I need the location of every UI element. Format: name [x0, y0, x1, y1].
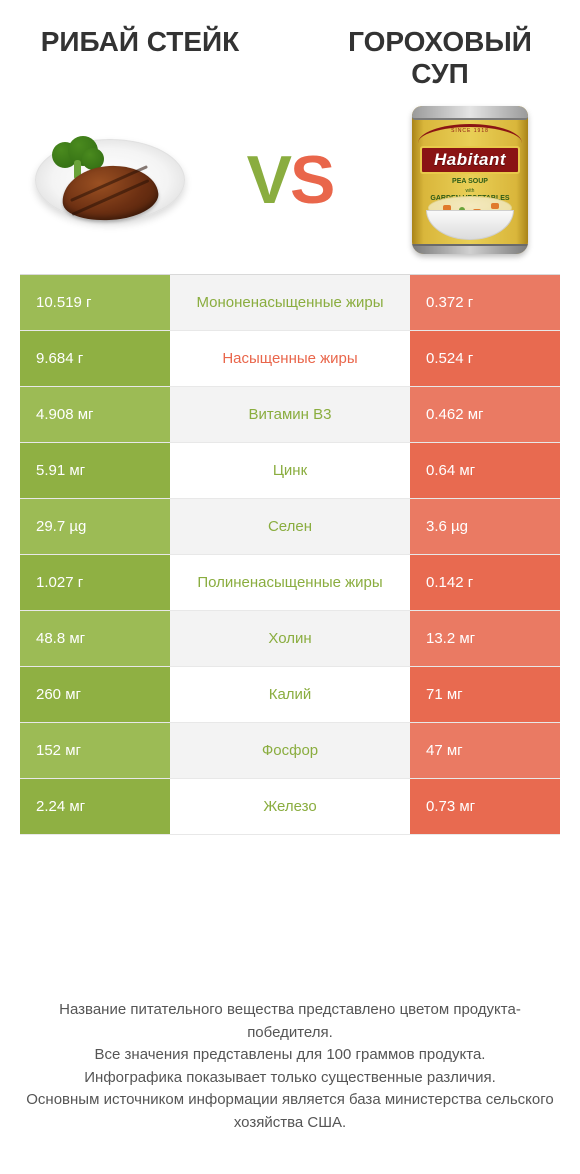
nutrient-label: Полиненасыщенные жиры: [170, 555, 410, 610]
right-value: 0.524 г: [410, 331, 560, 386]
left-value: 1.027 г: [20, 555, 170, 610]
table-row: 1.027 гПолиненасыщенные жиры0.142 г: [20, 555, 560, 611]
table-row: 152 мгФосфор47 мг: [20, 723, 560, 779]
left-value: 4.908 мг: [20, 387, 170, 442]
table-row: 29.7 µgСелен3.6 µg: [20, 499, 560, 555]
footer-notes: Название питательного вещества представл…: [0, 999, 580, 1134]
right-value: 0.462 мг: [410, 387, 560, 442]
left-value: 9.684 г: [20, 331, 170, 386]
nutrient-label: Цинк: [170, 443, 410, 498]
can-arc-text: SINCE 1918: [418, 124, 522, 146]
nutrient-label: Витамин B3: [170, 387, 410, 442]
right-value: 0.142 г: [410, 555, 560, 610]
left-value: 260 мг: [20, 667, 170, 722]
vs-s: S: [290, 142, 333, 218]
right-product-title: ГОРОХОВЫЙ СУП: [330, 26, 550, 90]
left-value: 5.91 мг: [20, 443, 170, 498]
comparison-table: 10.519 гМононенасыщенные жиры0.372 г9.68…: [20, 274, 560, 835]
nutrient-label: Мононенасыщенные жиры: [170, 275, 410, 330]
table-row: 260 мгКалий71 мг: [20, 667, 560, 723]
nutrient-label: Холин: [170, 611, 410, 666]
footer-line: Все значения представлены для 100 граммо…: [24, 1044, 556, 1067]
steak-illustration: [30, 110, 190, 250]
vs-label: VS: [247, 141, 334, 219]
can-brand: Habitant: [434, 150, 506, 170]
footer-line: Инфографика показывает только существенн…: [24, 1067, 556, 1090]
images-row: VS SINCE 1918 Habitant PEA SOUP with GAR…: [0, 90, 580, 274]
nutrient-label: Фосфор: [170, 723, 410, 778]
left-value: 152 мг: [20, 723, 170, 778]
footer-line: Основным источником информации является …: [24, 1089, 556, 1134]
table-row: 9.684 гНасыщенные жиры0.524 г: [20, 331, 560, 387]
nutrient-label: Селен: [170, 499, 410, 554]
right-value: 47 мг: [410, 723, 560, 778]
right-value: 0.372 г: [410, 275, 560, 330]
table-row: 10.519 гМононенасыщенные жиры0.372 г: [20, 275, 560, 331]
nutrient-label: Железо: [170, 779, 410, 834]
right-value: 71 мг: [410, 667, 560, 722]
table-row: 4.908 мгВитамин B30.462 мг: [20, 387, 560, 443]
vs-v: V: [247, 142, 290, 218]
table-row: 48.8 мгХолин13.2 мг: [20, 611, 560, 667]
right-value: 0.64 мг: [410, 443, 560, 498]
right-value: 0.73 мг: [410, 779, 560, 834]
soup-can-illustration: SINCE 1918 Habitant PEA SOUP with GARDEN…: [390, 110, 550, 250]
right-value: 13.2 мг: [410, 611, 560, 666]
left-value: 10.519 г: [20, 275, 170, 330]
table-row: 5.91 мгЦинк0.64 мг: [20, 443, 560, 499]
nutrient-label: Насыщенные жиры: [170, 331, 410, 386]
header: РИБАЙ СТЕЙК ГОРОХОВЫЙ СУП: [0, 0, 580, 90]
left-product-title: РИБАЙ СТЕЙК: [30, 26, 250, 58]
left-value: 29.7 µg: [20, 499, 170, 554]
right-value: 3.6 µg: [410, 499, 560, 554]
nutrient-label: Калий: [170, 667, 410, 722]
footer-line: Название питательного вещества представл…: [24, 999, 556, 1044]
left-value: 2.24 мг: [20, 779, 170, 834]
table-row: 2.24 мгЖелезо0.73 мг: [20, 779, 560, 835]
left-value: 48.8 мг: [20, 611, 170, 666]
